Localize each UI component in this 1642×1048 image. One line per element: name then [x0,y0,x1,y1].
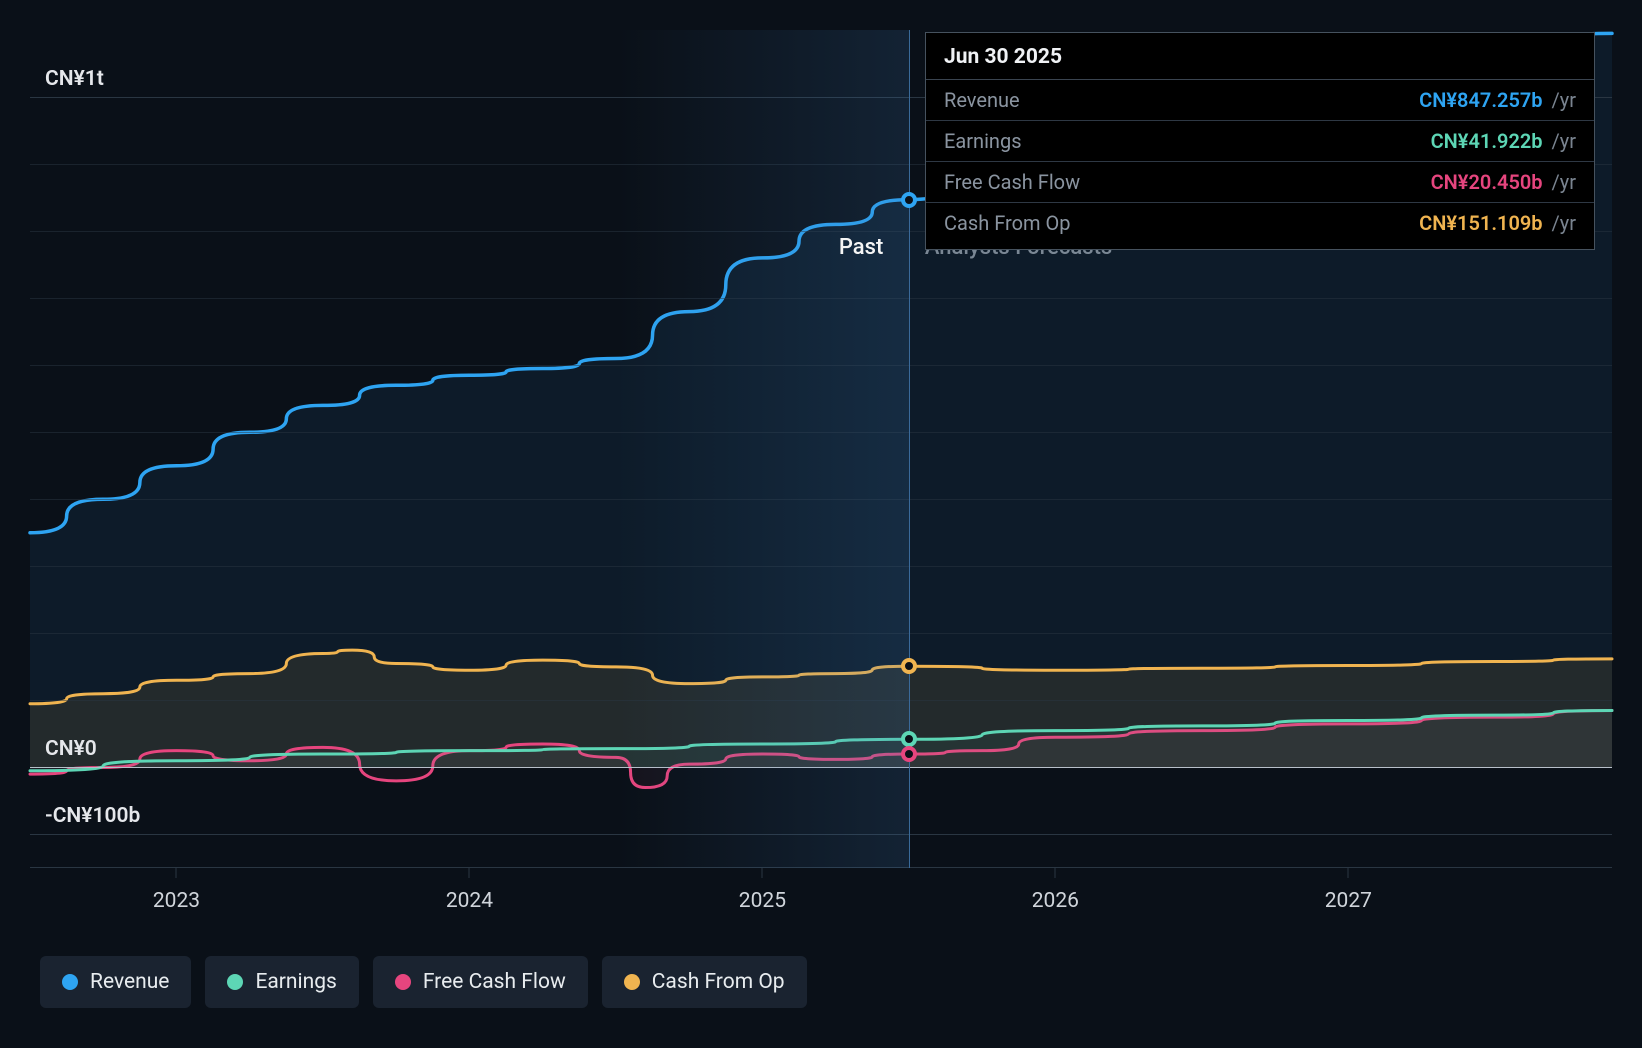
y-gridline-minor [30,365,1612,366]
legend-item-revenue[interactable]: Revenue [40,956,191,1008]
tooltip-row-label: Free Cash Flow [944,170,1080,194]
legend-item-label: Free Cash Flow [423,970,566,994]
x-tick-mark [469,868,470,878]
series-marker-revenue [901,192,917,208]
tooltip-row-label: Cash From Op [944,211,1070,235]
legend-item-label: Revenue [90,970,169,994]
tooltip-row-value: CN¥847.257b /yr [1419,88,1576,112]
financials-chart: CN¥1t CN¥0 -CN¥100b 2023 2024 2025 2026 2027 Pas… [0,0,1642,1048]
past-label: Past [839,235,883,260]
legend-dot-icon [624,974,640,990]
y-tick-label: CN¥1t [45,67,104,91]
y-tick-label: CN¥0 [45,737,97,761]
tooltip-row-value: CN¥20.450b /yr [1431,170,1576,194]
tooltip-row: Free Cash Flow CN¥20.450b /yr [926,162,1594,203]
legend-item-cash_from_op[interactable]: Cash From Op [602,956,807,1008]
chart-legend: Revenue Earnings Free Cash Flow Cash From O… [40,956,807,1008]
legend-dot-icon [395,974,411,990]
legend-dot-icon [62,974,78,990]
y-gridline-minor [30,298,1612,299]
x-tick-label: 2023 [153,889,200,913]
x-tick-mark [762,868,763,878]
tooltip-row: Earnings CN¥41.922b /yr [926,121,1594,162]
hover-tooltip: Jun 30 2025 Revenue CN¥847.257b /yr Earnin… [925,32,1595,250]
y-gridline-minor [30,566,1612,567]
tooltip-row-unit: /yr [1547,170,1576,194]
y-gridline [30,834,1612,835]
tooltip-date: Jun 30 2025 [926,33,1594,80]
legend-item-label: Cash From Op [652,970,785,994]
tooltip-row-unit: /yr [1547,129,1576,153]
legend-item-label: Earnings [255,970,336,994]
tooltip-row-value: CN¥151.109b /yr [1419,211,1576,235]
x-tick-label: 2025 [739,889,786,913]
series-marker-cash_from_op [901,658,917,674]
series-marker-fcf [901,746,917,762]
tooltip-row-label: Earnings [944,129,1022,153]
tooltip-row-unit: /yr [1547,88,1576,112]
tooltip-row-label: Revenue [944,88,1020,112]
tooltip-row: Cash From Op CN¥151.109b /yr [926,203,1594,249]
y-gridline [30,767,1612,768]
tooltip-row: Revenue CN¥847.257b /yr [926,80,1594,121]
y-gridline-minor [30,432,1612,433]
x-tick-label: 2027 [1325,889,1372,913]
x-tick-label: 2026 [1032,889,1079,913]
legend-item-fcf[interactable]: Free Cash Flow [373,956,588,1008]
x-tick-mark [1348,868,1349,878]
y-gridline-minor [30,633,1612,634]
legend-item-earnings[interactable]: Earnings [205,956,358,1008]
tooltip-row-value: CN¥41.922b /yr [1431,129,1576,153]
x-tick-mark [1055,868,1056,878]
x-tick-label: 2024 [446,889,493,913]
x-tick-mark [176,868,177,878]
tooltip-row-unit: /yr [1547,211,1576,235]
y-gridline-minor [30,700,1612,701]
x-axis-line [30,867,1612,868]
series-marker-earnings [901,731,917,747]
y-tick-label: -CN¥100b [45,804,140,828]
legend-dot-icon [227,974,243,990]
y-gridline-minor [30,499,1612,500]
